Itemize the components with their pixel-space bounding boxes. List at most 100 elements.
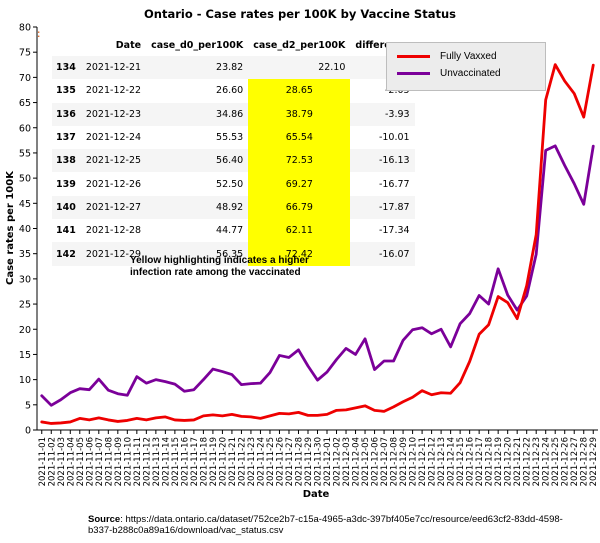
x-tick-label: 2021-12-29 <box>589 437 599 486</box>
y-tick-label: 80 <box>19 23 31 34</box>
table-cell-case-d2: 69.27 <box>248 172 351 196</box>
x-tick-label: 2021-12-12 <box>428 437 438 486</box>
data-table: Date case_d0_per100K case_d2_per100K dif… <box>52 37 415 266</box>
y-tick-label: 55 <box>19 148 31 159</box>
chart-title: Ontario - Case rates per 100K by Vaccine… <box>144 7 456 21</box>
table-cell-index: 134 <box>52 56 81 80</box>
y-tick-label: 60 <box>19 123 31 134</box>
legend-item-fully-vaxxed: Fully Vaxxed <box>397 51 497 62</box>
x-tick-label: 2021-11-22 <box>237 437 247 486</box>
x-tick-label: 2021-11-27 <box>285 437 295 486</box>
x-tick-label: 2021-11-26 <box>275 437 285 486</box>
table-cell-date: 2021-12-28 <box>85 225 142 237</box>
x-tick-label: 2021-12-18 <box>485 437 495 486</box>
x-tick-label: 2021-11-11 <box>133 437 143 486</box>
x-tick-label: 2021-11-05 <box>76 437 86 486</box>
table-cell-case-d2: 66.79 <box>248 195 351 220</box>
table-cell-difference: -16.13 <box>350 149 415 173</box>
y-tick-label: 70 <box>19 73 31 84</box>
table-cell-date: 2021-12-22 <box>85 85 142 97</box>
x-tick-label: 2021-11-19 <box>209 437 219 486</box>
y-tick-label: 40 <box>19 224 31 235</box>
table-cell-index: 137 <box>56 132 76 144</box>
x-tick-label: 2021-11-28 <box>294 437 304 486</box>
table-cell-case-d0: 23.82 <box>146 56 249 80</box>
legend-label-fully-vaxxed: Fully Vaxxed <box>440 51 497 62</box>
x-tick-label: 2021-12-26 <box>561 437 571 486</box>
x-tick-label: 2021-11-29 <box>304 437 314 486</box>
x-tick-label: 2021-12-20 <box>504 437 514 486</box>
table-cell-index: 139 <box>56 178 76 190</box>
y-tick-label: 15 <box>19 350 31 361</box>
x-tick-label: 2021-11-09 <box>114 437 124 486</box>
legend-item-unvaccinated: Unvaccinated <box>397 68 501 79</box>
x-tick-label: 2021-11-01 <box>38 437 48 486</box>
table-cell-date: 2021-12-24 <box>85 132 142 144</box>
x-tick-label: 2021-12-24 <box>542 437 552 486</box>
table-cell-date: 2021-12-27 <box>80 195 147 220</box>
x-tick-label: 2021-12-10 <box>409 437 419 486</box>
table-cell-date: 2021-12-23 <box>80 102 147 126</box>
x-tick-label: 2021-12-04 <box>352 437 362 486</box>
table-header-case-d0: case_d0_per100K <box>151 40 244 51</box>
table-header-difference: difference <box>355 40 410 51</box>
x-tick-label: 2021-12-07 <box>380 437 390 486</box>
y-tick-label: 65 <box>19 98 31 109</box>
x-tick-label: 2021-12-23 <box>532 437 542 486</box>
table-cell-index: 135 <box>56 85 76 97</box>
series-layer <box>40 63 595 425</box>
x-tick-label: 2021-11-06 <box>85 437 95 486</box>
table-cell-difference: -10.01 <box>378 132 410 144</box>
x-tick-label: 2021-12-05 <box>361 437 371 486</box>
x-tick-label: 2021-11-03 <box>57 437 67 486</box>
table-cell-date: 2021-12-29 <box>80 242 147 266</box>
x-tick-label: 2021-11-23 <box>247 437 257 486</box>
table-cell-case-d0: 26.60 <box>216 85 244 97</box>
y-tick-label: 50 <box>19 174 31 185</box>
table-cell-case-d0: 48.92 <box>146 195 249 220</box>
y-tick-label: 30 <box>19 274 31 285</box>
x-tick-label: 2021-11-18 <box>199 437 209 486</box>
legend-label-unvaccinated: Unvaccinated <box>440 68 501 79</box>
x-tick-label: 2021-12-15 <box>456 437 466 486</box>
y-tick-label: 35 <box>19 249 31 260</box>
y-tick-label: 10 <box>19 375 31 386</box>
legend-swatch-fully-vaxxed <box>397 55 430 58</box>
table-cell-difference: -3.93 <box>350 102 415 126</box>
table-cell-difference: -17.34 <box>378 225 410 237</box>
x-tick-label: 2021-11-04 <box>66 437 76 486</box>
table-cell-index: 142 <box>52 242 81 266</box>
x-tick-label: 2021-12-06 <box>371 437 381 486</box>
y-tick-label: 45 <box>19 199 31 210</box>
x-tick-label: 2021-12-03 <box>342 437 352 486</box>
table-cell-case-d2: 38.79 <box>248 102 351 126</box>
x-tick-label: 2021-11-30 <box>314 437 324 486</box>
x-tick-label: 2021-12-27 <box>570 437 580 486</box>
y-tick-label: 75 <box>19 48 31 59</box>
table-header-case-d2: case_d2_per100K <box>253 40 346 51</box>
x-tick-label: 2021-11-14 <box>161 437 171 486</box>
table-cell-index: 140 <box>52 195 81 220</box>
x-tick-label: 2021-11-24 <box>256 437 266 486</box>
table-row: 137 2021-12-24 55.53 65.54 -10.01 <box>52 125 415 150</box>
table-cell-date: 2021-12-26 <box>85 178 142 190</box>
table-cell-difference: -16.07 <box>350 242 415 266</box>
y-axis-label: Case rates per 100K <box>5 170 16 285</box>
x-tick-label: 2021-12-19 <box>494 437 504 486</box>
table-cell-case-d0: 56.35 <box>146 242 249 266</box>
table-row: 136 2021-12-23 34.86 38.79 -3.93 <box>52 102 415 126</box>
source-label: Source <box>88 514 121 525</box>
x-tick-label: 2021-12-28 <box>580 437 590 486</box>
x-tick-label: 2021-11-21 <box>228 437 238 486</box>
y-tick-label: 25 <box>19 300 31 311</box>
table-row: 140 2021-12-27 48.92 66.79 -17.87 <box>52 195 415 220</box>
table-cell-date: 2021-12-25 <box>80 149 147 173</box>
table-header-row: Date case_d0_per100K case_d2_per100K dif… <box>52 37 415 56</box>
x-tick-label: 2021-11-13 <box>152 437 162 486</box>
x-tick-label: 2021-12-14 <box>447 437 457 486</box>
table-row: 142 2021-12-29 56.35 72.42 -16.07 <box>52 242 415 266</box>
